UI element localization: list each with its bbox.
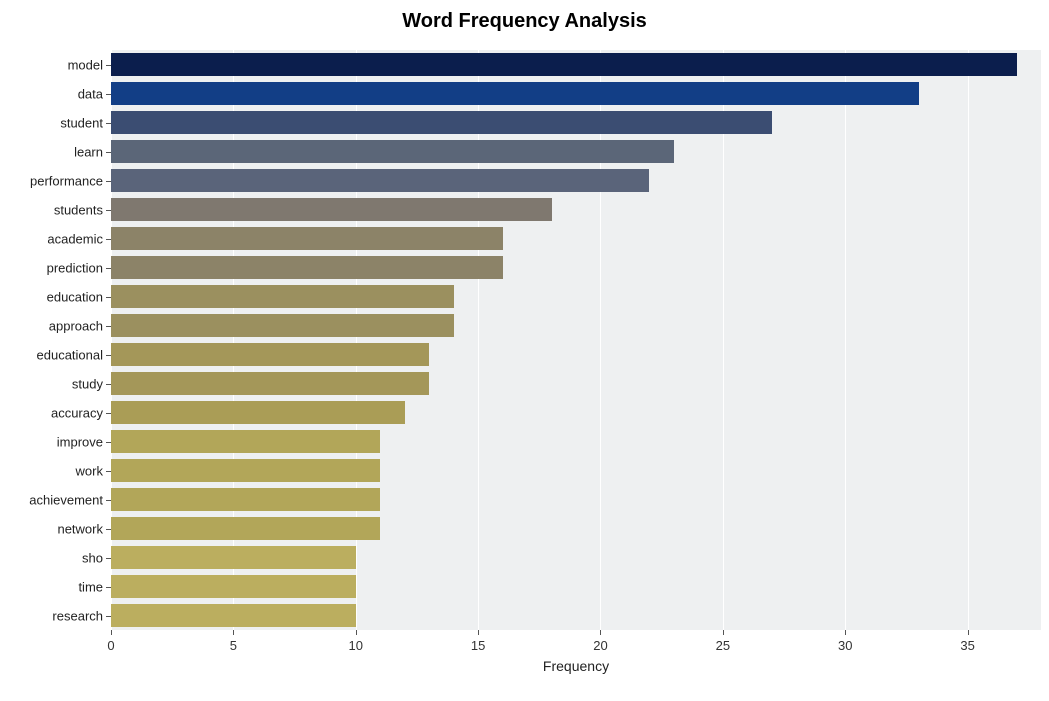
x-tick-label: 0 <box>107 638 114 653</box>
y-label-model: model <box>68 57 103 72</box>
grid-line <box>233 50 234 630</box>
bar-prediction <box>111 256 503 279</box>
x-tick <box>968 630 969 635</box>
x-tick <box>600 630 601 635</box>
bar-approach <box>111 314 454 337</box>
bar-research <box>111 604 356 627</box>
bar-students <box>111 198 552 221</box>
bar-performance <box>111 169 649 192</box>
y-label-sho: sho <box>82 550 103 565</box>
y-tick <box>106 239 111 240</box>
x-tick <box>723 630 724 635</box>
bar-sho <box>111 546 356 569</box>
y-label-data: data <box>78 86 103 101</box>
y-label-time: time <box>78 579 103 594</box>
bar-data <box>111 82 919 105</box>
y-tick <box>106 500 111 501</box>
y-tick <box>106 529 111 530</box>
y-tick <box>106 94 111 95</box>
x-tick <box>478 630 479 635</box>
x-tick <box>356 630 357 635</box>
y-label-improve: improve <box>57 434 103 449</box>
y-label-network: network <box>57 521 103 536</box>
bar-educational <box>111 343 429 366</box>
y-tick <box>106 297 111 298</box>
word-frequency-chart: Word Frequency Analysis Frequency 0 5 10 15… <box>0 0 1049 701</box>
y-label-performance: performance <box>30 173 103 188</box>
plot-area <box>111 50 1041 630</box>
y-tick <box>106 65 111 66</box>
y-label-study: study <box>72 376 103 391</box>
grid-line <box>600 50 601 630</box>
grid-line <box>356 50 357 630</box>
x-tick-label: 5 <box>230 638 237 653</box>
x-axis-label: Frequency <box>543 658 609 674</box>
bar-learn <box>111 140 674 163</box>
x-tick-label: 10 <box>349 638 363 653</box>
y-label-approach: approach <box>49 318 103 333</box>
y-tick <box>106 413 111 414</box>
bar-academic <box>111 227 503 250</box>
y-tick <box>106 616 111 617</box>
y-tick <box>106 587 111 588</box>
x-tick <box>233 630 234 635</box>
grid-line <box>478 50 479 630</box>
x-tick-label: 35 <box>960 638 974 653</box>
y-label-education: education <box>47 289 103 304</box>
grid-line <box>723 50 724 630</box>
y-label-educational: educational <box>37 347 104 362</box>
y-tick <box>106 384 111 385</box>
chart-title: Word Frequency Analysis <box>0 10 1049 33</box>
y-label-student: student <box>60 115 103 130</box>
y-label-academic: academic <box>47 231 103 246</box>
y-label-research: research <box>52 608 103 623</box>
x-tick <box>111 630 112 635</box>
bar-work <box>111 459 380 482</box>
bar-student <box>111 111 772 134</box>
x-tick-label: 15 <box>471 638 485 653</box>
bar-improve <box>111 430 380 453</box>
bar-achievement <box>111 488 380 511</box>
x-tick-label: 25 <box>716 638 730 653</box>
y-label-students: students <box>54 202 103 217</box>
y-label-achievement: achievement <box>29 492 103 507</box>
y-tick <box>106 442 111 443</box>
y-tick <box>106 181 111 182</box>
y-tick <box>106 558 111 559</box>
y-tick <box>106 471 111 472</box>
y-label-accuracy: accuracy <box>51 405 103 420</box>
bar-study <box>111 372 429 395</box>
y-label-learn: learn <box>74 144 103 159</box>
bar-accuracy <box>111 401 405 424</box>
x-tick-label: 20 <box>593 638 607 653</box>
grid-line <box>968 50 969 630</box>
grid-line <box>111 50 112 630</box>
bar-education <box>111 285 454 308</box>
y-label-prediction: prediction <box>47 260 103 275</box>
y-tick <box>106 326 111 327</box>
y-label-work: work <box>76 463 103 478</box>
grid-line <box>845 50 846 630</box>
bar-model <box>111 53 1017 76</box>
y-tick <box>106 210 111 211</box>
y-tick <box>106 123 111 124</box>
x-tick-label: 30 <box>838 638 852 653</box>
bar-network <box>111 517 380 540</box>
y-tick <box>106 355 111 356</box>
bar-time <box>111 575 356 598</box>
y-tick <box>106 268 111 269</box>
x-tick <box>845 630 846 635</box>
y-tick <box>106 152 111 153</box>
